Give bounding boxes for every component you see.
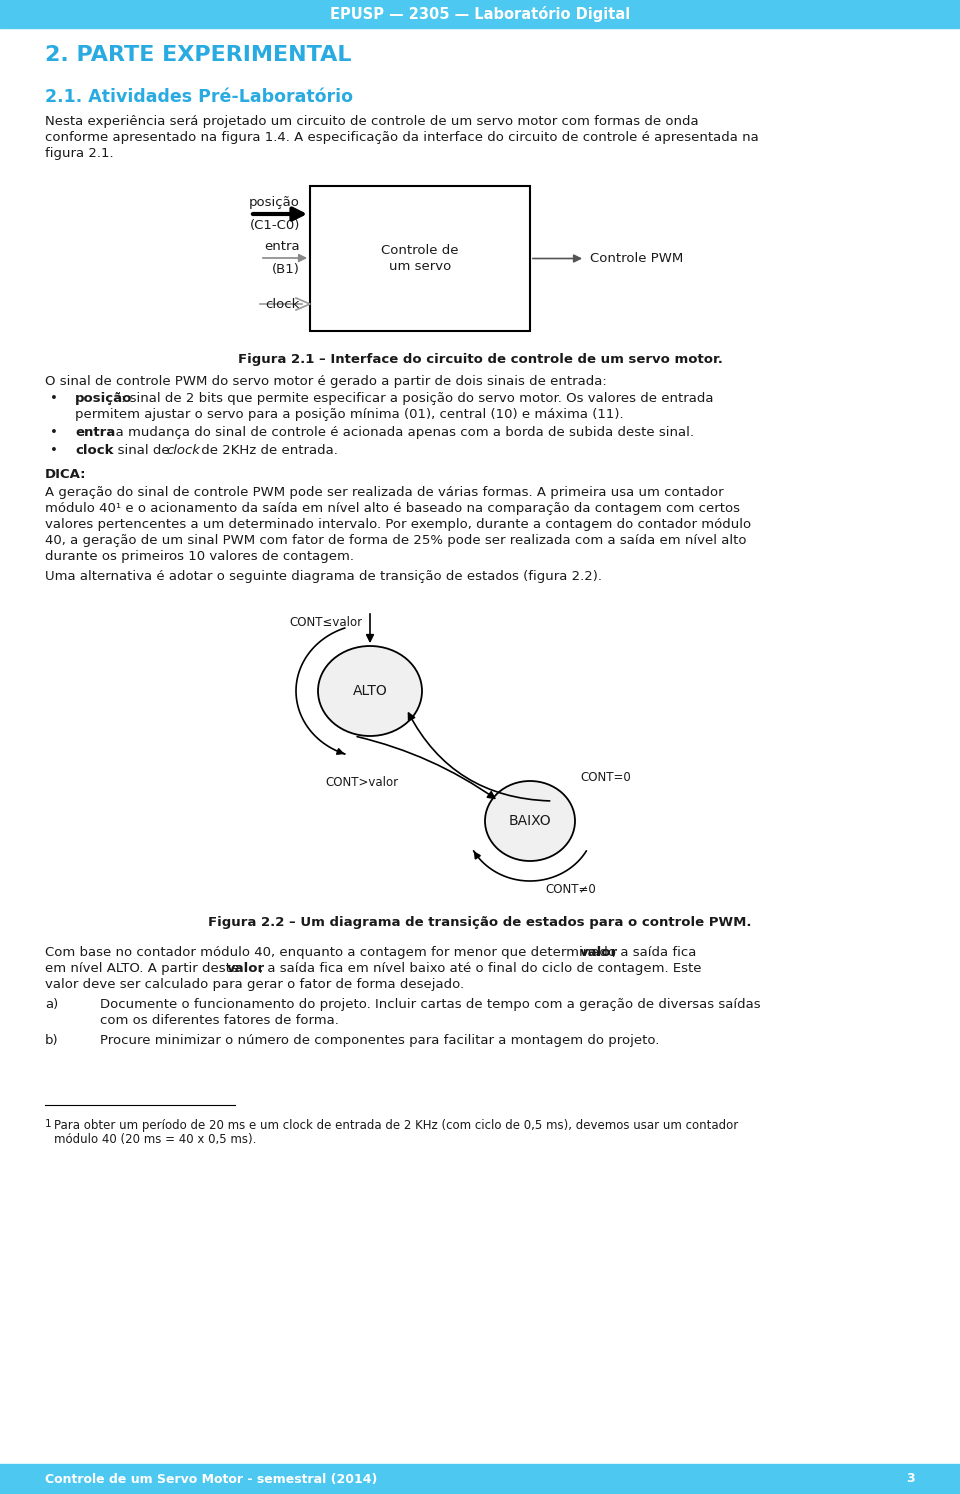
Text: CONT≤valor: CONT≤valor <box>289 616 362 629</box>
Text: de 2KHz de entrada.: de 2KHz de entrada. <box>197 444 338 457</box>
Text: Figura 2.2 – Um diagrama de transição de estados para o controle PWM.: Figura 2.2 – Um diagrama de transição de… <box>208 916 752 929</box>
Text: : sinal de 2 bits que permite especificar a posição do servo motor. Os valores d: : sinal de 2 bits que permite especifica… <box>121 391 713 405</box>
Text: Controle de
um servo: Controle de um servo <box>381 245 459 272</box>
Text: clock: clock <box>75 444 113 457</box>
Ellipse shape <box>485 781 575 861</box>
Text: conforme apresentado na figura 1.4. A especificação da interface do circuito de : conforme apresentado na figura 1.4. A es… <box>45 131 758 143</box>
Text: (C1-C0): (C1-C0) <box>250 220 300 232</box>
Text: O sinal de controle PWM do servo motor é gerado a partir de dois sinais de entra: O sinal de controle PWM do servo motor é… <box>45 375 607 388</box>
Text: •: • <box>50 444 58 457</box>
Text: valor: valor <box>580 946 618 959</box>
Text: valor: valor <box>227 962 265 976</box>
Text: clock: clock <box>266 297 300 311</box>
Text: , a saída fica em nível baixo até o final do ciclo de contagem. Este: , a saída fica em nível baixo até o fina… <box>259 962 702 976</box>
Text: Para obter um período de 20 ms e um clock de entrada de 2 KHz (com ciclo de 0,5 : Para obter um período de 20 ms e um cloc… <box>54 1119 738 1132</box>
Text: posição: posição <box>75 391 132 405</box>
Bar <box>0 1464 960 1494</box>
Text: entra: entra <box>264 241 300 252</box>
Text: Figura 2.1 – Interface do circuito de controle de um servo motor.: Figura 2.1 – Interface do circuito de co… <box>237 353 723 366</box>
Text: A geração do sinal de controle PWM pode ser realizada de várias formas. A primei: A geração do sinal de controle PWM pode … <box>45 486 724 499</box>
Text: módulo 40¹ e o acionamento da saída em nível alto é baseado na comparação da con: módulo 40¹ e o acionamento da saída em n… <box>45 502 740 515</box>
Text: •: • <box>50 426 58 439</box>
Text: com os diferentes fatores de forma.: com os diferentes fatores de forma. <box>100 1014 339 1026</box>
Text: b): b) <box>45 1034 59 1047</box>
Text: CONT=0: CONT=0 <box>580 771 631 784</box>
Text: durante os primeiros 10 valores de contagem.: durante os primeiros 10 valores de conta… <box>45 550 354 563</box>
Text: : a mudança do sinal de controle é acionada apenas com a borda de subida deste s: : a mudança do sinal de controle é acion… <box>107 426 694 439</box>
Text: 40, a geração de um sinal PWM com fator de forma de 25% pode ser realizada com a: 40, a geração de um sinal PWM com fator … <box>45 533 747 547</box>
Text: posição: posição <box>250 196 300 209</box>
Text: módulo 40 (20 ms = 40 x 0,5 ms).: módulo 40 (20 ms = 40 x 0,5 ms). <box>54 1132 256 1146</box>
Text: DICA:: DICA: <box>45 468 86 481</box>
Text: Controle de um Servo Motor - semestral (2014): Controle de um Servo Motor - semestral (… <box>45 1473 377 1485</box>
Text: 3: 3 <box>906 1473 915 1485</box>
Text: 2. PARTE EXPERIMENTAL: 2. PARTE EXPERIMENTAL <box>45 45 351 66</box>
Text: Uma alternativa é adotar o seguinte diagrama de transição de estados (figura 2.2: Uma alternativa é adotar o seguinte diag… <box>45 571 602 583</box>
Text: ALTO: ALTO <box>352 684 388 698</box>
Text: Procure minimizar o número de componentes para facilitar a montagem do projeto.: Procure minimizar o número de componente… <box>100 1034 660 1047</box>
Text: Nesta experiência será projetado um circuito de controle de um servo motor com f: Nesta experiência será projetado um circ… <box>45 115 699 128</box>
Ellipse shape <box>318 645 422 737</box>
Text: : sinal de: : sinal de <box>109 444 174 457</box>
Text: valor deve ser calculado para gerar o fator de forma desejado.: valor deve ser calculado para gerar o fa… <box>45 979 464 991</box>
Text: BAIXO: BAIXO <box>509 814 551 828</box>
Text: a): a) <box>45 998 59 1011</box>
Text: figura 2.1.: figura 2.1. <box>45 146 113 160</box>
Text: CONT≠0: CONT≠0 <box>545 883 596 896</box>
Text: (B1): (B1) <box>272 263 300 276</box>
Text: , a saída fica: , a saída fica <box>612 946 696 959</box>
Text: permitem ajustar o servo para a posição mínima (01), central (10) e máxima (11).: permitem ajustar o servo para a posição … <box>75 408 624 421</box>
Text: •: • <box>50 391 58 405</box>
Text: CONT>valor: CONT>valor <box>325 775 398 789</box>
Bar <box>0 0 960 28</box>
Text: Controle PWM: Controle PWM <box>590 252 684 264</box>
Text: Documente o funcionamento do projeto. Incluir cartas de tempo com a geração de d: Documente o funcionamento do projeto. In… <box>100 998 760 1011</box>
Bar <box>310 185 530 332</box>
Text: clock: clock <box>166 444 200 457</box>
Text: em nível ALTO. A partir deste: em nível ALTO. A partir deste <box>45 962 244 976</box>
Text: 1: 1 <box>45 1119 52 1129</box>
Text: Com base no contador módulo 40, enquanto a contagem for menor que determinado: Com base no contador módulo 40, enquanto… <box>45 946 620 959</box>
Text: entra: entra <box>75 426 115 439</box>
Text: 2.1. Atividades Pré-Laboratório: 2.1. Atividades Pré-Laboratório <box>45 88 353 106</box>
Text: valores pertencentes a um determinado intervalo. Por exemplo, durante a contagem: valores pertencentes a um determinado in… <box>45 518 751 530</box>
Text: EPUSP — 2305 — Laboratório Digital: EPUSP — 2305 — Laboratório Digital <box>330 6 630 22</box>
